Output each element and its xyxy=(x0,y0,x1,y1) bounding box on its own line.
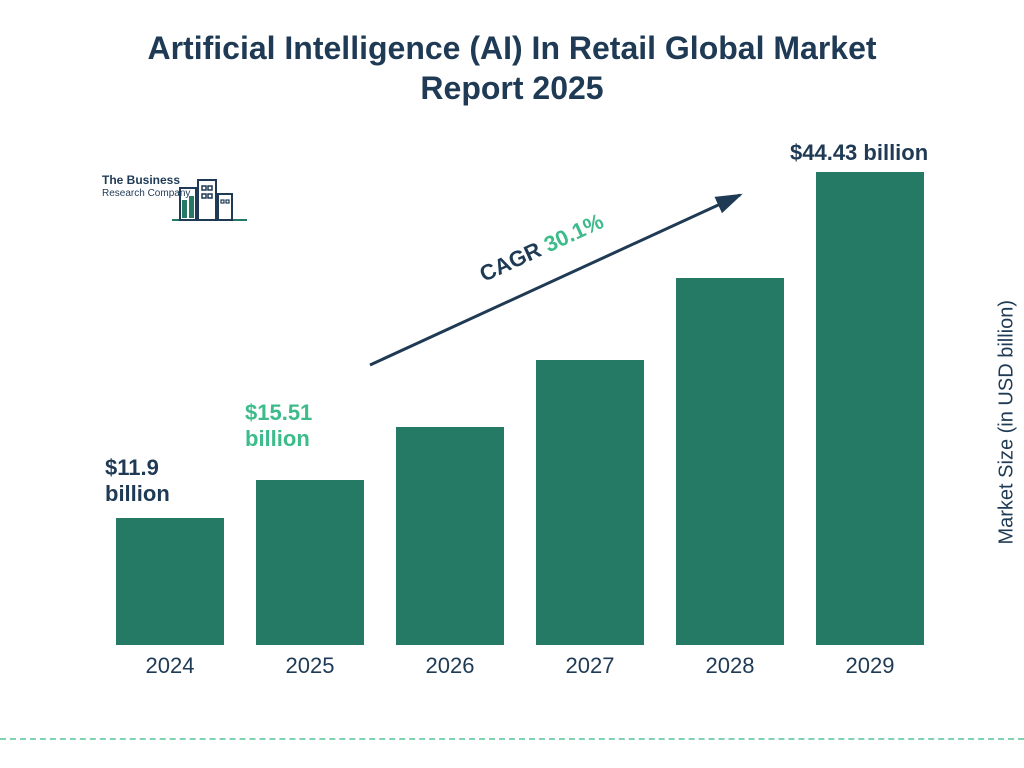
bar-2024 xyxy=(116,518,224,645)
callout-2025-value: $15.51 xyxy=(245,400,312,425)
bar-col-2024: 2024 xyxy=(100,518,240,645)
callout-2025-unit: billion xyxy=(245,426,310,451)
bar-col-2026: 2026 xyxy=(380,427,520,645)
y-axis-label: Market Size (in USD billion) xyxy=(996,300,1019,545)
bar-chart: 202420252026202720282029 xyxy=(100,145,940,675)
xlabel-2024: 2024 xyxy=(100,653,240,679)
bar-col-2025: 2025 xyxy=(240,480,380,645)
bar-col-2029: 2029 xyxy=(800,172,940,645)
callout-2025: $15.51 billion xyxy=(245,400,312,453)
bars-container: 202420252026202720282029 xyxy=(100,145,940,645)
xlabel-2029: 2029 xyxy=(800,653,940,679)
callout-2024-unit: billion xyxy=(105,481,170,506)
callout-2029-value: $44.43 billion xyxy=(790,140,928,165)
callout-2024: $11.9 billion xyxy=(105,455,170,508)
bar-2026 xyxy=(396,427,504,645)
xlabel-2027: 2027 xyxy=(520,653,660,679)
bar-2028 xyxy=(676,278,784,645)
callout-2024-value: $11.9 xyxy=(105,455,159,480)
bar-col-2027: 2027 xyxy=(520,360,660,645)
callout-2029: $44.43 billion xyxy=(790,140,928,166)
footer-divider xyxy=(0,738,1024,740)
xlabel-2025: 2025 xyxy=(240,653,380,679)
bar-col-2028: 2028 xyxy=(660,278,800,645)
xlabel-2028: 2028 xyxy=(660,653,800,679)
xlabel-2026: 2026 xyxy=(380,653,520,679)
bar-2029 xyxy=(816,172,924,645)
bar-2027 xyxy=(536,360,644,645)
bar-2025 xyxy=(256,480,364,645)
chart-title: Artificial Intelligence (AI) In Retail G… xyxy=(0,28,1024,108)
